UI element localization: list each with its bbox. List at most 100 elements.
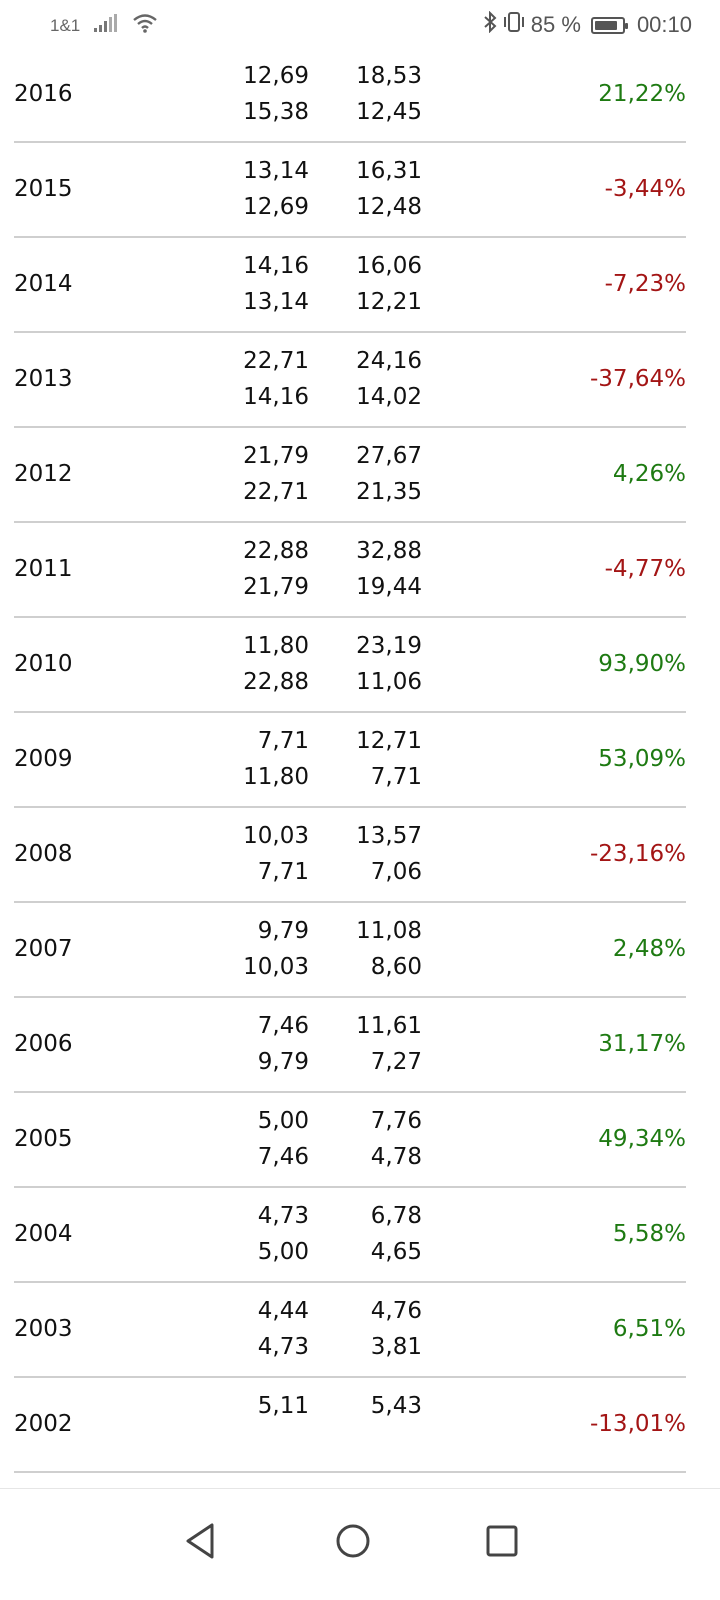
year-cell: 2011: [14, 556, 73, 582]
table-row[interactable]: 2006 7,46 9,79 11,61 7,27 31,17%: [14, 998, 686, 1093]
close-value: 22,88: [243, 669, 309, 695]
high-low-cell: 24,16 14,02: [356, 343, 422, 415]
carrier-label: 1&1: [50, 15, 81, 35]
close-value: 12,69: [243, 194, 309, 220]
vibrate-icon: [503, 11, 525, 39]
open-close-cell: 13,14 12,69: [243, 153, 309, 225]
home-button[interactable]: [323, 1511, 383, 1571]
open-close-cell: 10,03 7,71: [243, 818, 309, 890]
high-value: 23,19: [356, 633, 422, 659]
table-row[interactable]: 2007 9,79 10,03 11,08 8,60 2,48%: [14, 903, 686, 998]
close-value: 11,80: [243, 764, 309, 790]
open-value: 7,46: [257, 1013, 309, 1039]
open-close-cell: 12,69 15,38: [243, 58, 309, 130]
table-row[interactable]: 2010 11,80 22,88 23,19 11,06 93,90%: [14, 618, 686, 713]
recents-square-icon: [486, 1525, 518, 1557]
table-row[interactable]: 2015 13,14 12,69 16,31 12,48 -3,44%: [14, 143, 686, 238]
high-low-cell: 5,43: [371, 1388, 422, 1424]
year-cell: 2008: [14, 841, 73, 867]
table-row[interactable]: 2003 4,44 4,73 4,76 3,81 6,51%: [14, 1283, 686, 1378]
change-percent: -37,64%: [590, 366, 686, 392]
open-value: 22,88: [243, 538, 309, 564]
close-value: 15,38: [243, 99, 309, 125]
back-button[interactable]: [172, 1511, 232, 1571]
battery-icon: [590, 16, 628, 34]
change-percent: -3,44%: [604, 176, 686, 202]
open-close-cell: 9,79 10,03: [243, 913, 309, 985]
change-percent: -23,16%: [590, 841, 686, 867]
change-percent: 5,58%: [612, 1221, 686, 1247]
open-close-cell: 7,46 9,79: [258, 1008, 309, 1080]
table-row[interactable]: 2014 14,16 13,14 16,06 12,21 -7,23%: [14, 238, 686, 333]
open-close-cell: 7,71 11,80: [243, 723, 309, 795]
low-value: 11,06: [356, 669, 422, 695]
battery-percent: 85 %: [530, 12, 581, 37]
open-value: 4,44: [257, 1298, 309, 1324]
table-row[interactable]: 2013 22,71 14,16 24,16 14,02 -37,64%: [14, 333, 686, 428]
open-value: 11,80: [243, 633, 309, 659]
table-row[interactable]: 2016 12,69 15,38 18,53 12,45 21,22%: [14, 48, 686, 143]
year-cell: 2003: [14, 1316, 73, 1342]
high-low-cell: 4,76 3,81: [371, 1293, 422, 1365]
low-value: 19,44: [356, 574, 422, 600]
year-cell: 2006: [14, 1031, 73, 1057]
high-low-cell: 6,78 4,65: [371, 1198, 422, 1270]
open-value: 4,73: [257, 1203, 309, 1229]
open-close-cell: 22,71 14,16: [243, 343, 309, 415]
high-value: 24,16: [356, 348, 422, 374]
open-close-cell: 14,16 13,14: [243, 248, 309, 320]
status-bar: 1&1: [0, 0, 720, 48]
year-cell: 2012: [14, 461, 73, 487]
change-percent: 31,17%: [598, 1031, 686, 1057]
open-value: 9,79: [257, 918, 309, 944]
year-cell: 2016: [14, 81, 73, 107]
high-value: 11,08: [356, 918, 422, 944]
change-percent: 49,34%: [598, 1126, 686, 1152]
open-value: 22,71: [243, 348, 309, 374]
high-value: 18,53: [356, 63, 422, 89]
open-value: 13,14: [243, 158, 309, 184]
low-value: 12,48: [356, 194, 422, 220]
change-percent: 6,51%: [612, 1316, 686, 1342]
low-value: 12,21: [356, 289, 422, 315]
high-low-cell: 16,31 12,48: [356, 153, 422, 225]
change-percent: -4,77%: [604, 556, 686, 582]
close-value: 9,79: [257, 1049, 309, 1075]
signal-icon: [94, 14, 118, 37]
year-cell: 2014: [14, 271, 73, 297]
high-value: 12,71: [356, 728, 422, 754]
year-cell: 2005: [14, 1126, 73, 1152]
high-low-cell: 7,76 4,78: [371, 1103, 422, 1175]
change-percent: 53,09%: [598, 746, 686, 772]
low-value: 8,60: [370, 954, 422, 980]
year-cell: 2002: [14, 1411, 73, 1437]
table-row[interactable]: 2011 22,88 21,79 32,88 19,44 -4,77%: [14, 523, 686, 618]
table-row[interactable]: 2008 10,03 7,71 13,57 7,06 -23,16%: [14, 808, 686, 903]
recents-button[interactable]: [472, 1511, 532, 1571]
table-row[interactable]: 2009 7,71 11,80 12,71 7,71 53,09%: [14, 713, 686, 808]
change-percent: 93,90%: [598, 651, 686, 677]
scroll-viewport[interactable]: 2017 14,07 13,36 -8,52% 2016 12,69 15,38…: [0, 0, 720, 1488]
low-value: 7,71: [370, 764, 422, 790]
table-row[interactable]: 2002 5,11 5,43 -13,01%: [14, 1378, 686, 1473]
close-value: 4,73: [257, 1334, 309, 1360]
year-cell: 2009: [14, 746, 73, 772]
change-percent: 4,26%: [612, 461, 686, 487]
low-value: 14,02: [356, 384, 422, 410]
close-value: 5,00: [257, 1239, 309, 1265]
table-row[interactable]: 2004 4,73 5,00 6,78 4,65 5,58%: [14, 1188, 686, 1283]
high-low-cell: 32,88 19,44: [356, 533, 422, 605]
open-close-cell: 22,88 21,79: [243, 533, 309, 605]
low-value: 12,45: [356, 99, 422, 125]
close-value: 10,03: [243, 954, 309, 980]
high-low-cell: 13,57 7,06: [356, 818, 422, 890]
open-value: 5,11: [257, 1393, 309, 1419]
open-close-cell: 5,11: [258, 1388, 309, 1424]
year-cell: 2007: [14, 936, 73, 962]
battery-fill: [594, 20, 618, 30]
year-cell: 2004: [14, 1221, 73, 1247]
table-row[interactable]: 2005 5,00 7,46 7,76 4,78 49,34%: [14, 1093, 686, 1188]
open-close-cell: 4,73 5,00: [258, 1198, 309, 1270]
year-cell: 2010: [14, 651, 73, 677]
table-row[interactable]: 2012 21,79 22,71 27,67 21,35 4,26%: [14, 428, 686, 523]
